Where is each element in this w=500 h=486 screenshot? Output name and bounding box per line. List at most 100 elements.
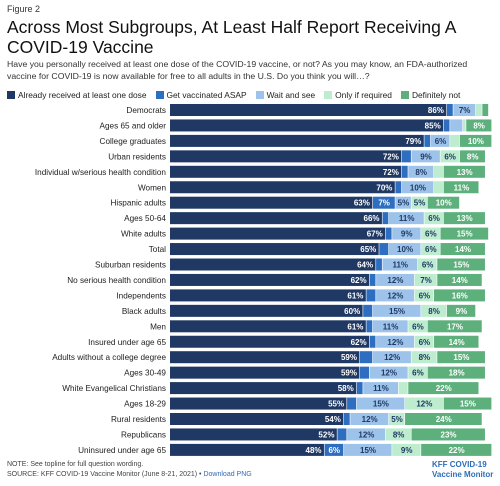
bar-segment bbox=[475, 104, 482, 116]
data-label: 24% bbox=[436, 415, 452, 424]
legend-swatch-4 bbox=[400, 91, 409, 99]
legend-swatch-1 bbox=[155, 91, 164, 99]
bar-segment bbox=[385, 428, 411, 441]
data-label: 22% bbox=[449, 446, 465, 455]
data-label: 6% bbox=[412, 369, 424, 378]
bar-segment bbox=[337, 428, 347, 441]
bar-segment bbox=[372, 351, 411, 364]
bar-segment bbox=[434, 335, 479, 348]
legend-swatch-3 bbox=[324, 91, 333, 99]
bar-segment bbox=[437, 351, 485, 364]
bar-segment bbox=[421, 443, 492, 456]
bar-segment bbox=[170, 351, 360, 364]
data-label: 15% bbox=[457, 230, 473, 239]
bar-segment bbox=[411, 428, 485, 441]
bar-segment bbox=[424, 212, 444, 225]
data-label: 6% bbox=[428, 214, 440, 223]
chart-subtitle: Have you personally received at least on… bbox=[7, 59, 468, 81]
bar-segment bbox=[459, 134, 492, 147]
bar-segment bbox=[372, 320, 408, 333]
bar-segment bbox=[170, 443, 324, 456]
download-png-link[interactable]: Download PNG bbox=[203, 470, 252, 478]
bar-segment bbox=[376, 289, 415, 302]
legend-swatch-2 bbox=[255, 91, 264, 99]
bar-segment bbox=[482, 104, 489, 116]
bar-segment bbox=[343, 413, 350, 425]
data-label: 61% bbox=[347, 322, 363, 331]
data-label: 12% bbox=[387, 338, 403, 347]
data-label: 8% bbox=[393, 430, 405, 439]
data-label: 12% bbox=[384, 353, 400, 362]
bar-segment bbox=[170, 289, 366, 302]
bar-segment bbox=[369, 366, 408, 379]
bar-segment bbox=[324, 443, 344, 456]
data-label: 55% bbox=[328, 400, 344, 409]
data-label: 64% bbox=[357, 261, 373, 270]
data-label: 15% bbox=[453, 353, 469, 362]
data-label: 12% bbox=[381, 369, 397, 378]
data-label: 62% bbox=[351, 276, 367, 285]
legend-item-3: Only if required bbox=[324, 90, 392, 100]
data-label: 12% bbox=[387, 291, 403, 300]
bar-segment bbox=[427, 196, 460, 209]
data-label: 17% bbox=[447, 322, 463, 331]
category-label: Rural residents bbox=[111, 415, 166, 424]
bar-segment bbox=[401, 165, 408, 178]
data-label: 6% bbox=[425, 230, 437, 239]
data-label: 65% bbox=[360, 245, 376, 254]
bar-segment bbox=[440, 150, 460, 163]
bar-segment bbox=[424, 134, 431, 147]
category-label: Black adults bbox=[122, 307, 166, 316]
bar-segment bbox=[392, 227, 421, 240]
bar-segment bbox=[347, 397, 357, 410]
bar-segment bbox=[170, 366, 360, 379]
bar-segment bbox=[372, 196, 395, 209]
data-label: 8% bbox=[428, 307, 440, 316]
bar-segment bbox=[437, 258, 485, 271]
data-label: 7% bbox=[420, 276, 432, 285]
bar-segment bbox=[450, 119, 463, 132]
data-label: 48% bbox=[306, 446, 322, 455]
category-label: Democrats bbox=[126, 106, 166, 115]
bar-segment bbox=[401, 150, 411, 163]
data-label: 58% bbox=[338, 384, 354, 393]
data-label: 67% bbox=[367, 230, 383, 239]
data-label: 9% bbox=[401, 446, 413, 455]
bar-segment bbox=[170, 150, 402, 163]
bar-segment bbox=[359, 351, 373, 364]
legend-item-0: Already received at least one dose bbox=[7, 90, 147, 100]
category-label: Ages 65 and older bbox=[100, 121, 167, 130]
bar-segment bbox=[356, 382, 363, 395]
bar-segment bbox=[382, 258, 418, 271]
data-label: 86% bbox=[428, 106, 444, 115]
bar-segment bbox=[459, 150, 485, 163]
bar-segment bbox=[443, 181, 479, 194]
source-text: SOURCE: KFF COVID-19 Vaccine Monitor (Ju… bbox=[7, 470, 202, 478]
logo-line-2: Vaccine Monitor bbox=[432, 470, 494, 479]
data-label: 9% bbox=[401, 230, 413, 239]
data-label: 52% bbox=[318, 430, 334, 439]
stacked-bar-chart: Democrats 86% 7% Ages 65 and older 85% 8% Coll… bbox=[35, 104, 492, 456]
bar-segment bbox=[408, 366, 427, 379]
data-label: 6% bbox=[328, 446, 340, 455]
data-label: 7% bbox=[378, 199, 390, 208]
bar-segment bbox=[417, 258, 437, 271]
bar-segment bbox=[434, 289, 485, 302]
bar-segment bbox=[443, 397, 492, 410]
data-label: 5% bbox=[391, 415, 403, 424]
data-label: 6% bbox=[425, 245, 437, 254]
bar-segment bbox=[170, 335, 370, 348]
category-label: Ages 30-49 bbox=[124, 369, 166, 378]
data-label: 6% bbox=[444, 152, 456, 161]
category-label: White adults bbox=[121, 230, 166, 239]
data-label: 11% bbox=[454, 183, 470, 192]
bar-segment bbox=[170, 413, 344, 425]
data-label: 10% bbox=[468, 137, 484, 146]
category-label: Individual w/serious health condition bbox=[35, 168, 167, 177]
bar-segment bbox=[398, 382, 408, 395]
bar-segment bbox=[450, 134, 460, 147]
data-label: 15% bbox=[373, 400, 389, 409]
bar-segment bbox=[376, 335, 415, 348]
bar-segment bbox=[359, 366, 370, 379]
footer-note: NOTE: See topline for full question word… bbox=[7, 461, 144, 468]
